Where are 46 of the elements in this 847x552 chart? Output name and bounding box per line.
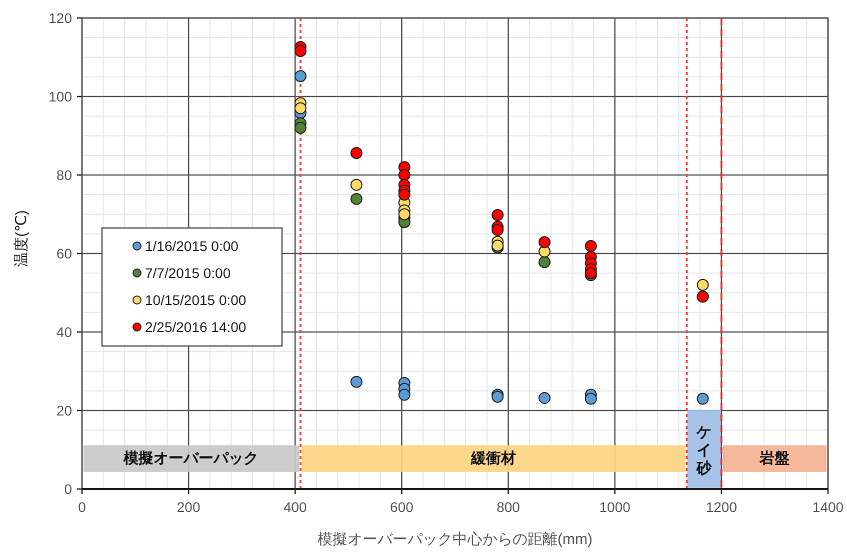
legend-label: 1/16/2015 0:00 xyxy=(145,238,239,254)
point xyxy=(398,208,410,220)
y-tick-label: 60 xyxy=(56,246,72,262)
y-tick-label: 100 xyxy=(48,88,72,104)
point xyxy=(584,240,597,252)
point xyxy=(538,392,551,404)
point xyxy=(584,392,597,405)
y-axis-title: 温度(℃) xyxy=(13,210,30,267)
point xyxy=(398,169,410,181)
point xyxy=(350,178,362,191)
x-tick-label: 1200 xyxy=(706,499,738,515)
point xyxy=(492,209,504,222)
legend-label: 2/25/2016 14:00 xyxy=(145,319,246,335)
x-tick-label: 400 xyxy=(283,499,308,515)
legend-label: 7/7/2015 0:00 xyxy=(145,265,231,281)
band-label: 岩盤 xyxy=(758,450,790,468)
y-tick-label: 0 xyxy=(64,481,72,497)
point xyxy=(492,224,504,236)
point xyxy=(294,70,306,82)
point xyxy=(696,278,709,291)
x-tick-label: 0 xyxy=(78,499,86,515)
point xyxy=(398,388,410,401)
y-tick-label: 80 xyxy=(56,167,72,183)
x-axis-title: 模擬オーバーパック中心からの距離(mm) xyxy=(318,531,592,548)
y-tick-label: 40 xyxy=(56,324,72,340)
x-tick-label: 600 xyxy=(390,499,414,515)
point xyxy=(350,376,362,388)
x-tick-label: 800 xyxy=(496,499,520,515)
band-label: ケイ砂 xyxy=(696,424,713,477)
point xyxy=(696,392,709,405)
point xyxy=(350,192,362,205)
point xyxy=(398,188,410,201)
x-tick-label: 1400 xyxy=(812,499,844,515)
band-label: 緩衝材 xyxy=(470,450,516,468)
y-tick-label: 120 xyxy=(48,10,72,26)
x-tick-label: 1000 xyxy=(599,499,631,515)
point xyxy=(350,147,362,160)
point xyxy=(294,102,306,114)
x-tick-label: 200 xyxy=(176,499,200,515)
band-label: 模擬オーバーパック xyxy=(122,450,259,468)
point xyxy=(294,44,306,57)
legend-label: 10/15/2015 0:00 xyxy=(145,292,246,308)
point xyxy=(538,256,551,268)
point xyxy=(294,122,306,134)
y-tick-label: 20 xyxy=(56,402,72,418)
point xyxy=(538,236,551,248)
